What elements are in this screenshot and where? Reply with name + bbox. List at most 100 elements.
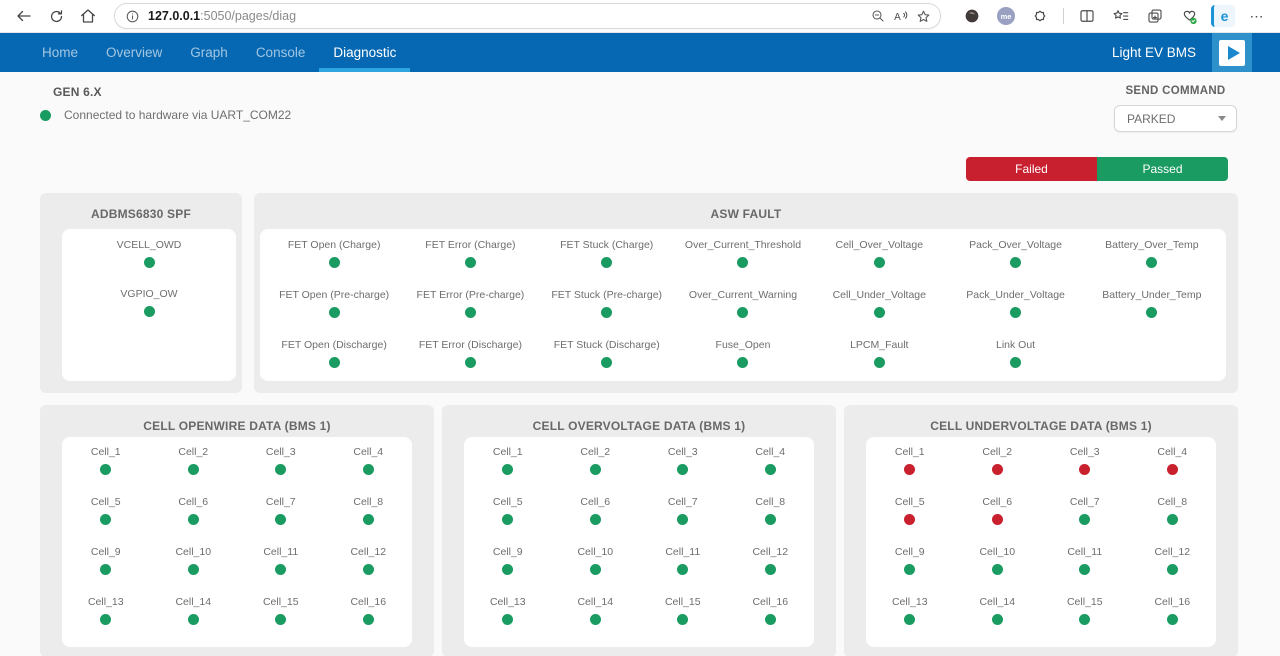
nav-tab-overview[interactable]: Overview [106, 45, 163, 60]
status-indicator: Cell_15 [237, 596, 325, 625]
status-dot-failed [991, 514, 1003, 525]
status-indicator: VCELL_OWD [117, 239, 181, 268]
status-dot-passed [143, 306, 155, 317]
collections-button[interactable] [1142, 3, 1168, 29]
panel-title: ADBMS6830 SPF [91, 207, 191, 221]
run-button[interactable] [1212, 33, 1252, 72]
status-indicator: Cell_7 [1041, 496, 1129, 525]
status-dot-passed [187, 614, 199, 625]
status-dot-failed [1166, 464, 1178, 475]
status-dot-passed [737, 307, 749, 318]
indicator-label: LPCM_Fault [850, 339, 909, 351]
status-indicator: Cell_2 [954, 446, 1042, 475]
indicator-label: Cell_14 [175, 596, 212, 608]
indicator-label: Cell_9 [90, 546, 121, 558]
status-indicator: Cell_15 [1041, 596, 1129, 625]
status-indicator: Cell_10 [954, 546, 1042, 575]
indicator-label: FET Open (Charge) [287, 239, 381, 251]
status-indicator: Battery_Over_Temp [1084, 239, 1220, 268]
legend-passed-button[interactable]: Passed [1097, 157, 1228, 181]
nav-tab-diagnostic[interactable]: Diagnostic [319, 33, 411, 72]
status-indicator: Over_Current_Threshold [675, 239, 811, 268]
status-indicator: FET Stuck (Discharge) [539, 339, 675, 368]
indicator-label: Cell_14 [979, 596, 1016, 608]
indicator-label: Cell_11 [1067, 546, 1103, 558]
indicator-label: Cell_9 [894, 546, 925, 558]
collections-icon [1148, 9, 1162, 23]
refresh-button[interactable] [42, 3, 70, 29]
indicator-label: FET Error (Pre-charge) [416, 289, 525, 301]
send-command-dropdown[interactable]: PARKED [1114, 105, 1237, 132]
indicator-label: FET Stuck (Charge) [560, 239, 654, 251]
status-indicator: FET Stuck (Pre-charge) [539, 289, 675, 318]
edge-tab-button[interactable]: e [1210, 3, 1236, 29]
zoom-out-icon[interactable] [870, 8, 886, 24]
status-dot-passed [589, 614, 601, 625]
cell-panels-row: CELL OPENWIRE DATA (BMS 1) Cell_1 Cell_2 C… [40, 405, 1238, 656]
status-indicator: Cell_5 [62, 496, 150, 525]
indicator-label: Link Out [996, 339, 1036, 351]
status-indicator: Cell_Over_Voltage [811, 239, 947, 268]
asw-card: FET Open (Charge) FET Error (Charge) FET S… [260, 229, 1226, 381]
browser-essentials-icon [1183, 10, 1197, 24]
status-indicator: Cell_3 [1041, 446, 1129, 475]
nav-tab-graph[interactable]: Graph [190, 45, 228, 60]
status-dot-failed [904, 464, 916, 475]
favorites-hub-button[interactable] [1108, 3, 1134, 29]
indicator-label: Cell_8 [353, 496, 384, 508]
status-dot-passed [1010, 307, 1022, 318]
indicator-label: Over_Current_Threshold [684, 239, 802, 251]
status-dot-passed [464, 307, 476, 318]
status-dot-passed [601, 357, 613, 368]
status-indicator: Cell_4 [1129, 446, 1217, 475]
status-indicator: Cell_4 [325, 446, 413, 475]
status-indicator: Cell_8 [1129, 496, 1217, 525]
status-dot-passed [275, 514, 287, 525]
legend-failed-button[interactable]: Failed [966, 157, 1097, 181]
status-dot-passed [764, 564, 776, 575]
favorite-star-icon[interactable] [915, 8, 932, 25]
status-indicator: Cell_7 [237, 496, 325, 525]
address-bar[interactable]: 127.0.0.1:5050/pages/diag A [114, 3, 941, 29]
connection-status: Connected to hardware via UART_COM22 [40, 108, 291, 122]
status-indicator: Cell_11 [1041, 546, 1129, 575]
extension-dark-icon[interactable] [959, 3, 985, 29]
profile-avatar[interactable]: me [993, 3, 1019, 29]
badge-icon [1034, 10, 1046, 22]
status-indicator: Cell_15 [639, 596, 727, 625]
status-indicator: FET Open (Discharge) [266, 339, 402, 368]
status-dot-passed [275, 614, 287, 625]
status-indicator: Cell_13 [866, 596, 954, 625]
home-button[interactable] [74, 3, 102, 29]
status-dot-passed [589, 564, 601, 575]
status-dot-passed [328, 307, 340, 318]
indicator-label: VGPIO_OW [120, 288, 178, 300]
indicator-label: Cell_10 [175, 546, 212, 558]
status-dot-passed [764, 514, 776, 525]
nav-tab-console[interactable]: Console [255, 45, 306, 60]
site-info-icon[interactable] [125, 9, 140, 24]
read-aloud-icon[interactable]: A [892, 8, 909, 25]
status-dot-passed [1166, 564, 1178, 575]
status-indicator: Cell_8 [727, 496, 815, 525]
indicator-label: FET Open (Pre-charge) [279, 289, 390, 301]
settings-more-button[interactable]: ⋯ [1244, 3, 1270, 29]
back-button[interactable] [10, 3, 38, 29]
split-screen-button[interactable] [1074, 3, 1100, 29]
browser-essentials-button[interactable] [1176, 3, 1202, 29]
status-dot-passed [100, 564, 112, 575]
status-dot-failed [991, 464, 1003, 475]
browser-toolbar: 127.0.0.1:5050/pages/diag A me [0, 0, 1280, 33]
nav-tab-home[interactable]: Home [42, 45, 79, 60]
status-dot-passed [464, 257, 476, 268]
status-indicator: Cell_9 [464, 546, 552, 575]
url-text[interactable]: 127.0.0.1:5050/pages/diag [148, 9, 870, 23]
indicator-label: Cell_1 [894, 446, 925, 458]
send-command-block: SEND COMMAND PARKED [1114, 85, 1237, 132]
status-indicator: Cell_5 [464, 496, 552, 525]
status-dot-passed [904, 564, 916, 575]
more-dots-icon: ⋯ [1249, 7, 1265, 24]
indicator-label: Cell_12 [752, 546, 789, 558]
extension-badge-icon[interactable] [1027, 3, 1053, 29]
status-dot-failed [1079, 464, 1091, 475]
